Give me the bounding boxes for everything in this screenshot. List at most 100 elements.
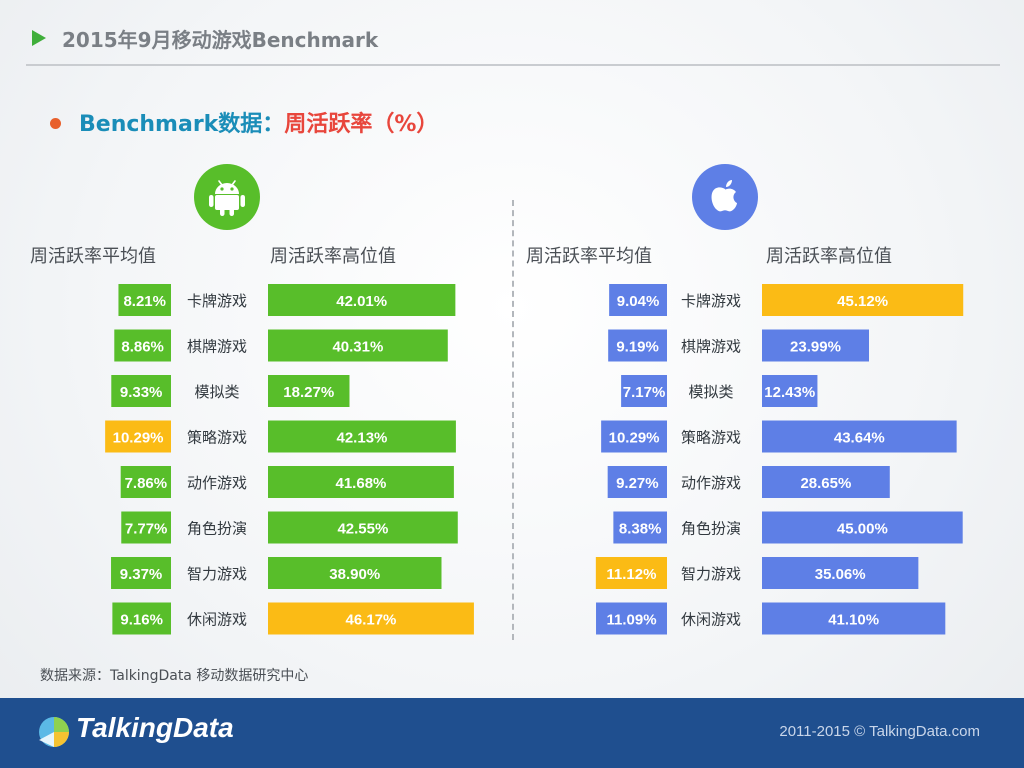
ios-avg-bar <box>608 329 667 362</box>
ios-avg-bar <box>596 602 667 635</box>
ios-high-label: 45.00% <box>837 521 888 538</box>
android-high-label: 42.13% <box>337 430 388 447</box>
footer-bar: TalkingData 2011-2015 © TalkingData.com <box>0 698 1024 768</box>
ios-high-label: 45.12% <box>837 293 888 310</box>
panel-divider <box>512 200 514 640</box>
header-bar: 2015年9月移动游戏Benchmark <box>26 20 1000 66</box>
ios-high-bar <box>762 284 964 316</box>
android-avg-label: 10.29% <box>113 430 164 447</box>
android-category-label: 策略游戏 <box>187 429 247 447</box>
ios-category-label: 休闲游戏 <box>681 611 741 629</box>
ios-avg-label: 11.12% <box>606 566 656 583</box>
ios-avg-label: 10.29% <box>609 430 660 447</box>
ios-high-label: 28.65% <box>800 475 851 492</box>
android-category-label: 棋牌游戏 <box>187 338 247 356</box>
android-avg-label: 8.21% <box>123 293 166 310</box>
ios-high-bar <box>762 602 946 635</box>
ios-avg-bar <box>613 511 667 544</box>
android-high-label: 46.17% <box>346 612 397 629</box>
talkingdata-logo-icon <box>39 717 69 747</box>
ios-high-bar <box>762 557 919 589</box>
subtitle-prefix: Benchmark数据： <box>79 112 285 137</box>
ios-avg-label: 9.19% <box>616 339 659 356</box>
android-high-bar <box>268 602 474 635</box>
benchmark-bar-chart: 8.21% 卡牌游戏 42.01% 8.86% 棋牌游戏 40.31% 9.33% 模拟类 18… <box>105 284 964 635</box>
play-arrow-icon <box>32 30 46 46</box>
ios-avg-header: 周活跃率平均值 <box>526 246 652 267</box>
ios-high-header: 周活跃率高位值 <box>766 246 892 267</box>
ios-avg-bar <box>607 466 667 498</box>
ios-high-bar <box>762 375 818 407</box>
android-avg-bar <box>111 375 171 407</box>
ios-category-label: 棋牌游戏 <box>681 338 741 356</box>
android-avg-label: 7.86% <box>125 475 168 492</box>
android-category-label: 模拟类 <box>194 383 239 401</box>
android-avg-bar <box>105 420 171 453</box>
android-avg-label: 9.37% <box>120 566 163 583</box>
ios-category-label: 模拟类 <box>688 383 733 401</box>
ios-category-label: 动作游戏 <box>681 474 741 492</box>
android-high-label: 42.01% <box>336 293 387 310</box>
android-high-bar <box>268 511 458 544</box>
ios-high-label: 35.06% <box>815 566 866 583</box>
ios-high-bar <box>762 329 869 362</box>
ios-high-bar <box>762 466 890 498</box>
footer-copyright: 2011-2015 © TalkingData.com <box>779 723 980 740</box>
footer-logo-text: TalkingData <box>76 712 234 743</box>
ios-avg-label: 8.38% <box>619 521 662 538</box>
ios-high-label: 43.64% <box>834 430 885 447</box>
android-category-label: 智力游戏 <box>187 565 247 583</box>
android-high-label: 18.27% <box>283 384 334 401</box>
android-avg-header: 周活跃率平均值 <box>30 246 156 267</box>
ios-avg-bar <box>609 284 667 316</box>
ios-high-label: 23.99% <box>790 339 841 356</box>
ios-category-label: 智力游戏 <box>681 565 741 583</box>
android-high-header: 周活跃率高位值 <box>270 246 396 267</box>
android-high-bar <box>268 329 448 362</box>
data-source: 数据来源：TalkingData 移动数据研究中心 <box>40 668 309 684</box>
ios-high-bar <box>762 420 957 453</box>
page-title: 2015年9月移动游戏Benchmark <box>62 28 379 52</box>
android-high-bar <box>268 466 454 498</box>
bullet-dot-icon <box>50 117 61 129</box>
android-category-label: 角色扮演 <box>187 520 247 538</box>
apple-icon <box>692 164 758 230</box>
android-high-label: 41.68% <box>336 475 387 492</box>
android-category-label: 休闲游戏 <box>187 611 247 629</box>
subtitle-metric: 周活跃率（%） <box>284 112 439 137</box>
android-high-label: 38.90% <box>329 566 380 583</box>
android-avg-label: 8.86% <box>121 339 164 356</box>
android-avg-label: 9.16% <box>120 612 163 629</box>
android-avg-bar <box>111 557 171 589</box>
ios-high-label: 41.10% <box>828 612 879 629</box>
android-high-bar <box>268 557 442 589</box>
android-avg-bar <box>114 329 171 362</box>
ios-avg-label: 9.27% <box>616 475 659 492</box>
android-avg-bar <box>112 602 171 635</box>
ios-avg-label: 11.09% <box>606 612 656 629</box>
ios-avg-label: 7.17% <box>623 384 666 401</box>
android-category-label: 卡牌游戏 <box>187 292 247 310</box>
android-icon <box>194 164 260 230</box>
android-avg-label: 7.77% <box>125 521 168 538</box>
ios-avg-bar <box>621 375 667 407</box>
android-avg-label: 9.33% <box>120 384 163 401</box>
android-avg-bar <box>118 284 171 316</box>
android-avg-bar <box>120 466 171 498</box>
ios-avg-bar <box>601 420 667 453</box>
android-category-label: 动作游戏 <box>187 474 247 492</box>
chart-subtitle: Benchmark数据：周活跃率（%） <box>50 106 438 138</box>
android-high-label: 40.31% <box>332 339 383 356</box>
ios-category-label: 卡牌游戏 <box>681 292 741 310</box>
ios-category-label: 角色扮演 <box>681 520 741 538</box>
ios-high-label: 12.43% <box>764 384 815 401</box>
android-high-bar <box>268 284 456 316</box>
ios-category-label: 策略游戏 <box>681 429 741 447</box>
ios-avg-bar <box>595 557 667 589</box>
android-high-label: 42.55% <box>337 521 388 538</box>
android-avg-bar <box>121 511 171 544</box>
android-high-bar <box>268 420 456 453</box>
ios-high-bar <box>762 511 963 544</box>
ios-avg-label: 9.04% <box>617 293 660 310</box>
android-high-bar <box>268 375 350 407</box>
